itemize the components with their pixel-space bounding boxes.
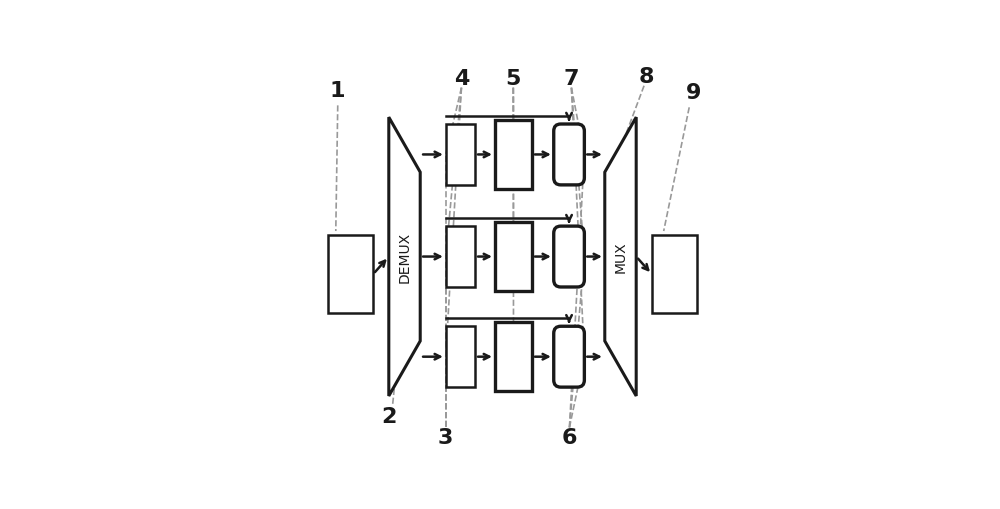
Bar [328,236,373,314]
Text: MUX: MUX [613,241,627,273]
Bar [495,121,532,189]
Text: 1: 1 [330,80,345,100]
FancyBboxPatch shape [554,227,584,288]
Bar [495,323,532,391]
Bar [495,223,532,291]
Text: 6: 6 [562,428,577,447]
Bar [446,327,475,387]
Text: 8: 8 [638,67,654,87]
Polygon shape [389,118,420,396]
Text: 4: 4 [454,69,469,89]
Polygon shape [605,118,636,396]
Bar [446,125,475,185]
Text: 9: 9 [685,82,701,102]
Text: 7: 7 [564,69,579,89]
FancyBboxPatch shape [554,327,584,387]
FancyBboxPatch shape [554,125,584,185]
Text: 5: 5 [506,69,521,89]
Text: DEMUX: DEMUX [398,232,412,282]
Bar [652,236,697,314]
Text: 2: 2 [381,406,396,426]
Bar [446,227,475,288]
Text: 3: 3 [438,428,453,447]
